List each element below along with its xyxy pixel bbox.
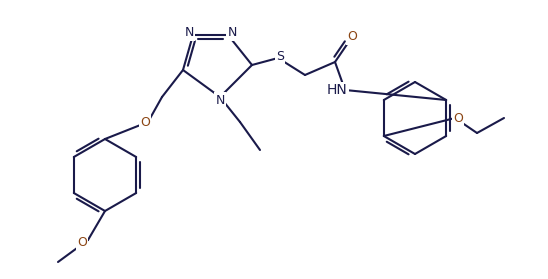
- Text: O: O: [77, 235, 87, 249]
- Text: N: N: [215, 93, 225, 107]
- Text: S: S: [276, 49, 284, 62]
- Text: O: O: [453, 112, 463, 124]
- Text: O: O: [140, 116, 150, 129]
- Text: N: N: [184, 27, 193, 40]
- Text: N: N: [227, 27, 237, 40]
- Text: O: O: [347, 30, 357, 44]
- Text: HN: HN: [327, 83, 347, 97]
